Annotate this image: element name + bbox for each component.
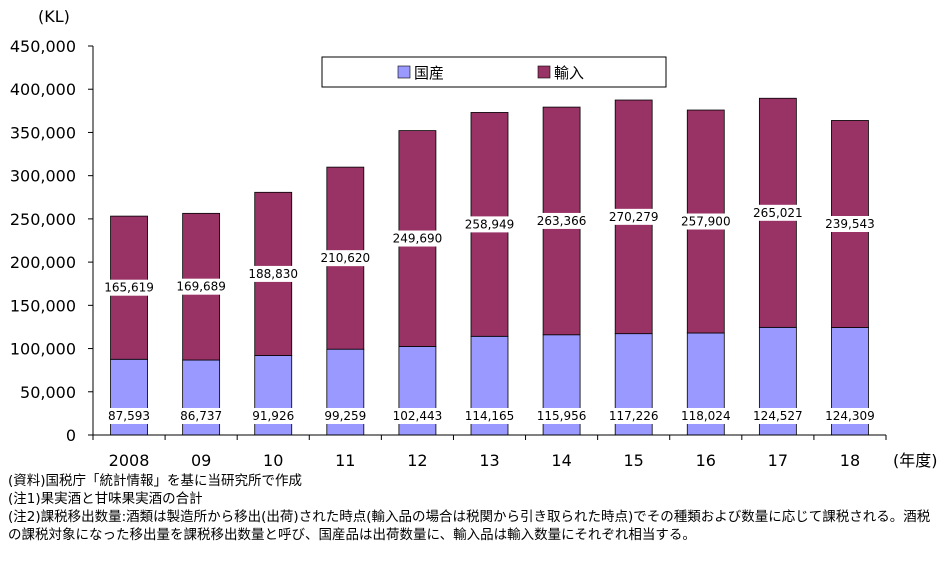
data-label-import: 257,900 [681,215,731,229]
data-label-domestic: 117,226 [609,409,659,423]
data-label-import: 263,366 [537,214,587,228]
legend-box [321,56,667,88]
data-label-bg [104,407,155,424]
y-tick-label: 300,000 [10,167,76,186]
data-label-bg [536,407,587,424]
data-label-bg [464,407,515,424]
note-1: (注1)果実酒と甘味果実酒の合計 [8,491,203,507]
y-tick-label: 400,000 [10,80,76,99]
x-tick-label: 17 [768,451,788,470]
notes: (資料)国税庁「統計情報」を基に当研究所で作成 (注1)果実酒と甘味果実酒の合計… [8,472,938,544]
data-label-bg [392,407,443,424]
data-label-bg [824,216,875,233]
legend: 国産 輸入 [321,56,667,88]
data-labels: 87,593 165,619 86,737 169,689 91,926 188,830 9… [104,204,875,424]
data-label-bg [104,279,155,296]
legend-swatch-import [537,65,551,79]
data-label-domestic: 99,259 [324,409,366,423]
data-label-bg [680,213,731,230]
data-label-import: 249,690 [393,232,443,246]
x-tick-label: 10 [263,451,283,470]
y-tick-label: 0 [66,426,76,445]
legend-label-import: 輸入 [554,64,584,82]
y-tick-label: 200,000 [10,253,76,272]
data-label-bg [392,230,443,247]
y-tick-label: 250,000 [10,210,76,229]
data-label-import: 258,949 [465,217,515,231]
x-axis: 2008 09 10 11 12 13 14 15 16 17 18 [92,434,887,470]
data-label-domestic: 118,024 [681,409,731,423]
stacked-bar-chart: 0 50,000 100,000 150,000 200,000 250,000 300,0… [10,7,938,470]
legend-label-domestic: 国産 [414,64,444,82]
x-tick-label: 16 [696,451,716,470]
x-tick-label: 12 [407,451,427,470]
data-label-import: 210,620 [321,251,371,265]
data-label-import: 270,279 [609,210,659,224]
data-label-bg [320,407,371,424]
data-label-domestic: 102,443 [393,409,443,423]
y-unit-label: (KL) [38,7,70,26]
data-label-import: 169,689 [176,280,226,294]
legend-swatch-domestic [397,65,411,79]
data-label-bg [320,250,371,267]
data-label-domestic: 87,593 [108,409,150,423]
y-axis: 0 50,000 100,000 150,000 200,000 250,000 300,0… [10,37,94,445]
data-label-domestic: 124,527 [753,409,803,423]
x-tick-label: 18 [840,451,860,470]
x-tick-label: 2008 [109,451,150,470]
data-label-domestic: 91,926 [252,409,294,423]
x-tick-label: 15 [624,451,644,470]
data-label-import: 165,619 [104,281,154,295]
y-tick-label: 350,000 [10,123,76,142]
data-label-bg [176,407,227,424]
data-label-bg [608,407,659,424]
y-tick-label: 150,000 [10,296,76,315]
y-tick-label: 450,000 [10,37,76,56]
data-label-bg [536,212,587,229]
bars [110,97,869,436]
x-tick-label: 14 [551,451,571,470]
data-label-domestic: 124,309 [825,409,875,423]
data-label-import: 265,021 [753,206,803,220]
data-label-bg [464,216,515,233]
data-label-bg [608,208,659,225]
x-tick-label: 09 [191,451,211,470]
x-tick-label: 13 [479,451,499,470]
data-label-bg [752,407,803,424]
data-label-bg [752,204,803,221]
y-tick-label: 100,000 [10,340,76,359]
data-label-bg [248,265,299,282]
x-unit-label: (年度) [893,451,938,470]
data-label-domestic: 115,956 [537,409,587,423]
data-label-bg [248,407,299,424]
data-label-bg [824,407,875,424]
y-tick-label: 50,000 [20,383,76,402]
data-label-domestic: 114,165 [465,409,515,423]
data-label-bg [680,407,731,424]
note-2: (注2)課税移出数量:酒類は製造所から移出(出荷)された時点(輸入品の場合は税関… [8,509,931,543]
data-label-bg [176,278,227,295]
data-label-import: 239,543 [825,217,875,231]
note-source: (資料)国税庁「統計情報」を基に当研究所で作成 [8,473,303,489]
data-label-domestic: 86,737 [180,409,222,423]
x-tick-label: 11 [335,451,355,470]
data-label-import: 188,830 [248,267,298,281]
